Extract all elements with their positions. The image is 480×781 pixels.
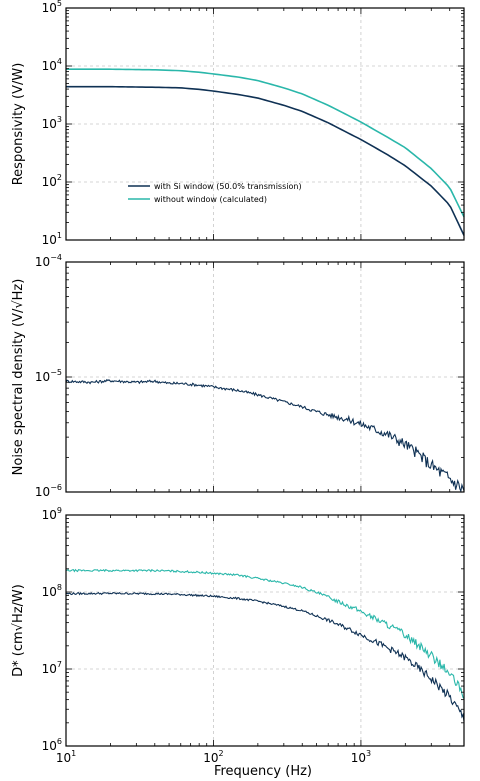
series-line-with-window: [66, 85, 465, 236]
y-tick-label: 107: [42, 660, 62, 676]
y-tick-label: 10−6: [35, 483, 62, 499]
responsivity-panel: 101 102 103 104 105 Responsivity (V/W) with Si…: [11, 0, 465, 247]
x-tick-label: 102: [203, 749, 223, 765]
x-tick-label: 103: [351, 749, 371, 765]
legend-label: with Si window (50.0% transmission): [154, 182, 302, 191]
series-line-without-window: [66, 68, 465, 218]
x-tick-label: 101: [56, 749, 76, 765]
series-line-without-window: [65, 568, 465, 700]
y-tick-label: 103: [42, 115, 62, 131]
y-tick-label: 104: [42, 57, 62, 73]
y-axis-label: Noise spectral density (V/√Hz): [11, 279, 26, 476]
plot-frame: [65, 514, 465, 747]
y-tick-label: 106: [42, 737, 62, 753]
y-axis-label: Responsivity (V/W): [11, 63, 26, 186]
series-line-with-window: [65, 591, 465, 722]
y-tick-label: 105: [42, 0, 62, 15]
legend: with Si window (50.0% transmission) witho…: [128, 182, 302, 204]
y-tick-label: 10−5: [35, 368, 62, 384]
y-tick-label: 102: [42, 173, 62, 189]
y-tick-label: 108: [42, 583, 62, 599]
legend-label: without window (calculated): [154, 195, 267, 204]
y-axis-label: D* (cm√Hz/W): [11, 584, 26, 677]
series-line-noise: [65, 378, 465, 493]
y-tick-label: 101: [42, 231, 62, 247]
noise-panel: 10−6 10−5 10−4 Noise spectral density (V/√H…: [11, 253, 465, 499]
x-axis-label: Frequency (Hz): [214, 764, 312, 779]
y-tick-label: 10−4: [35, 253, 62, 269]
detectivity-panel: 106 107 108 109 D* (cm√Hz/W) 101 102 103: [11, 506, 465, 765]
y-tick-label: 109: [42, 506, 62, 522]
